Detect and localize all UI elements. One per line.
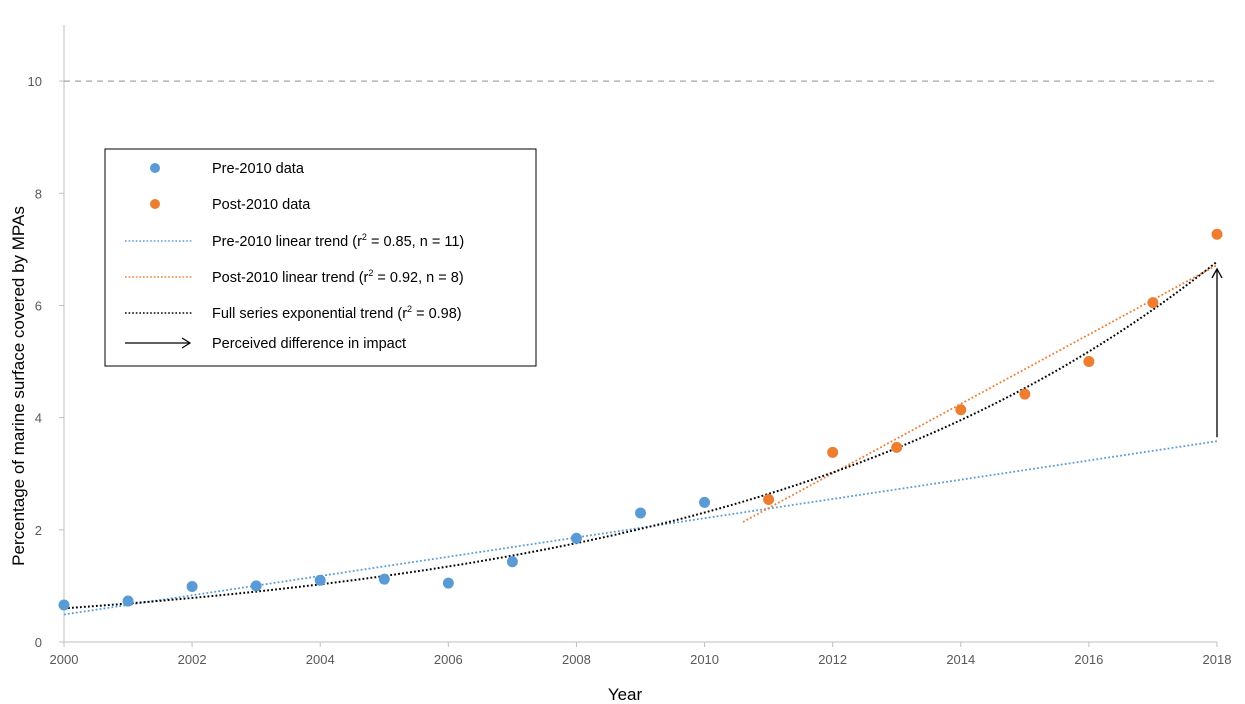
point-post-2010-data [955,404,967,416]
impact-arrow [1211,267,1223,438]
y-tick-label: 6 [35,298,42,313]
point-post-2010-data [1083,356,1095,368]
legend-sup-exponential-trend: 2 [407,304,412,314]
data-points [58,228,1223,611]
axes: 2000 2002 2004 2006 2008 2010 2012 2014 2016 2018… [28,25,1232,667]
point-post-2010-data [891,441,903,453]
legend-box [104,148,537,367]
trend-full-series-exponential-trend [63,260,1218,610]
y-tick-label: 2 [35,523,42,538]
point-post-2010-data [1211,228,1223,240]
legend-text-post-2010-trend: Post-2010 linear trend (r [212,270,369,286]
legend-label-exponential-trend: Full series exponential trend (r2 = 0.98… [212,304,462,322]
y-tick-label: 0 [35,635,42,650]
x-tick-label: 2018 [1203,652,1232,667]
trend-pre-2010-linear-trend [63,440,1218,616]
point-pre-2010-data [250,580,262,592]
y-tick-label: 10 [28,74,42,89]
x-tick-label: 2010 [690,652,719,667]
trend-lines [63,260,1218,616]
x-tick-label: 2008 [562,652,591,667]
legend-marker-pre-2010-data [150,163,160,173]
legend-label-pre-2010-data: Pre-2010 data [212,161,305,177]
y-tick-label: 4 [35,411,42,426]
point-post-2010-data [763,494,775,506]
x-tick-label: 2004 [306,652,335,667]
point-pre-2010-data [635,507,646,519]
legend-suffix-pre-2010-trend: = 0.85, n = 11) [367,234,464,250]
legend-sup-pre-2010-trend: 2 [362,232,367,242]
legend-marker-post-2010-data [150,199,160,209]
point-pre-2010-data [186,580,198,592]
x-tick-label: 2016 [1074,652,1103,667]
x-tick-label: 2002 [178,652,207,667]
legend: Pre-2010 data Post-2010 data Pre-2010 li… [104,148,537,367]
point-pre-2010-data [378,573,390,585]
trend-post-2010-linear-trend [742,264,1218,523]
point-pre-2010-data [58,599,70,611]
point-post-2010-data [1019,388,1031,400]
point-post-2010-data [827,446,839,458]
legend-text-pre-2010-trend: Pre-2010 linear trend (r [212,234,362,250]
point-pre-2010-data [506,556,518,568]
y-tick-label: 8 [35,186,42,201]
legend-text-exponential-trend: Full series exponential trend (r [212,306,407,322]
legend-label-impact-arrow: Perceived difference in impact [212,336,406,352]
point-pre-2010-data [122,595,134,607]
x-tick-label: 2006 [434,652,463,667]
x-tick-label: 2000 [50,652,79,667]
point-pre-2010-data [442,577,454,589]
point-pre-2010-data [699,496,711,508]
legend-label-pre-2010-trend: Pre-2010 linear trend (r2 = 0.85, n = 11… [212,232,464,250]
legend-sup-post-2010-trend: 2 [368,268,373,278]
impact-arrow-head-icon [1211,267,1223,279]
x-tick-label: 2012 [818,652,847,667]
legend-suffix-post-2010-trend: = 0.92, n = 8) [373,270,463,286]
legend-label-post-2010-data: Post-2010 data [212,197,311,213]
legend-arrow-head-icon [181,337,192,349]
legend-label-post-2010-trend: Post-2010 linear trend (r2 = 0.92, n = 8… [212,268,464,286]
point-pre-2010-data [570,532,582,544]
legend-suffix-exponential-trend: = 0.98) [412,306,462,322]
point-post-2010-data [1147,297,1159,309]
x-tick-label: 2014 [946,652,975,667]
y-axis-title: Percentage of marine surface covered by … [9,206,28,566]
x-axis-title: Year [608,685,643,704]
point-pre-2010-data [314,574,326,586]
